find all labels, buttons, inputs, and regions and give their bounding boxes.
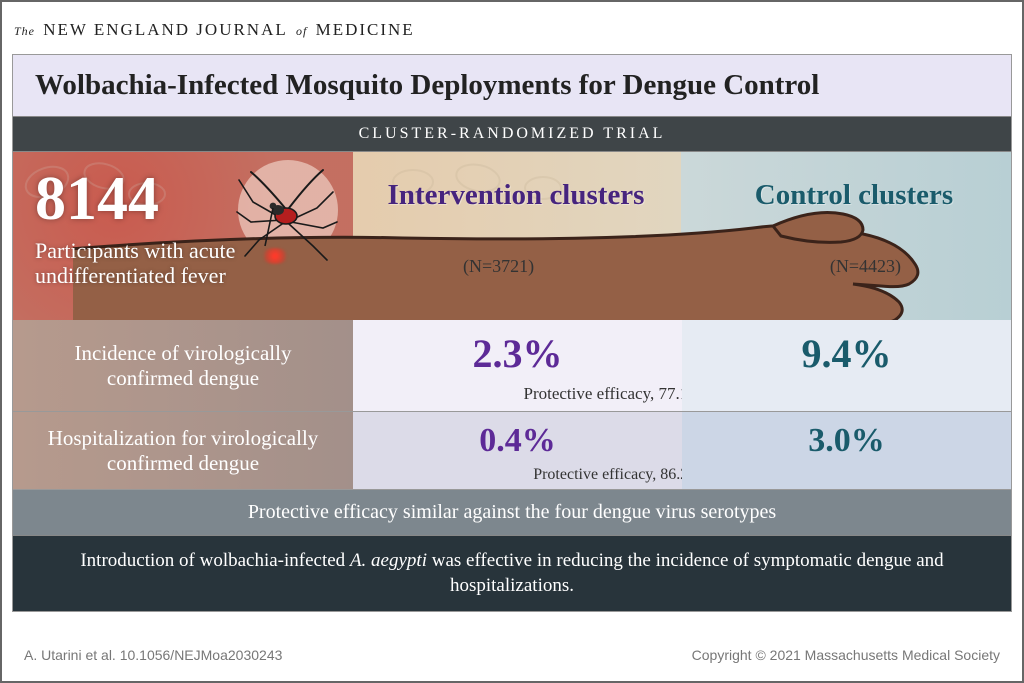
control-title: Control clusters	[739, 180, 969, 210]
species-name: A. aegypti	[350, 550, 427, 571]
intervention-n: (N=3721)	[463, 256, 534, 277]
hospitalization-row: Hospitalization for virologically confir…	[13, 412, 1011, 490]
infographic-content: Wolbachia-Infected Mosquito Deployments …	[12, 54, 1012, 612]
serotype-note: Protective efficacy similar against the …	[13, 490, 1011, 536]
journal-of: of	[296, 24, 307, 38]
page-frame: The NEW ENGLAND JOURNAL of MEDICINE Wolb…	[0, 0, 1024, 683]
participant-count: 8144	[35, 164, 159, 235]
incidence-label: Incidence of virologically confirmed den…	[13, 320, 353, 411]
footer-copyright: Copyright © 2021 Massachusetts Medical S…	[692, 647, 1000, 663]
journal-header: The NEW ENGLAND JOURNAL of MEDICINE	[12, 12, 1012, 54]
journal-name-2: MEDICINE	[316, 20, 415, 39]
trial-banner: CLUSTER-RANDOMIZED TRIAL	[13, 116, 1011, 152]
conclusion-part-a: Introduction of wolbachia-infected	[80, 550, 350, 571]
incidence-row: Incidence of virologically confirmed den…	[13, 320, 1011, 412]
hospitalization-control-value: 3.0%	[808, 422, 885, 460]
footer-authors: A. Utarini et al. 10.1056/NEJMoa2030243	[24, 647, 282, 663]
incidence-control-cell: 9.4%	[682, 320, 1011, 411]
hero-panel: 8144 Participants with acute undifferent…	[13, 152, 1011, 320]
incidence-intervention-cell: 2.3% Protective efficacy, 77.1%; 95% CI,…	[353, 320, 682, 411]
conclusion-part-c: was effective in reducing the incidence …	[427, 550, 944, 596]
journal-name-1: NEW ENGLAND JOURNAL	[43, 20, 288, 39]
participant-desc: Participants with acute undifferentiated…	[35, 238, 335, 289]
incidence-intervention-value: 2.3%	[473, 330, 563, 377]
hospitalization-intervention-cell: 0.4% Protective efficacy, 86.2%; 95% CI,…	[353, 412, 682, 489]
journal-the: The	[14, 24, 35, 38]
control-n: (N=4423)	[830, 256, 901, 277]
incidence-control-value: 9.4%	[802, 330, 892, 377]
hospitalization-intervention-value: 0.4%	[479, 422, 556, 460]
intervention-title: Intervention clusters	[386, 180, 646, 210]
infographic-title: Wolbachia-Infected Mosquito Deployments …	[13, 55, 1011, 116]
conclusion-note: Introduction of wolbachia-infected A. ae…	[13, 536, 1011, 611]
hospitalization-label: Hospitalization for virologically confir…	[13, 412, 353, 489]
hospitalization-control-cell: 3.0%	[682, 412, 1011, 489]
footer: A. Utarini et al. 10.1056/NEJMoa2030243 …	[24, 647, 1000, 663]
